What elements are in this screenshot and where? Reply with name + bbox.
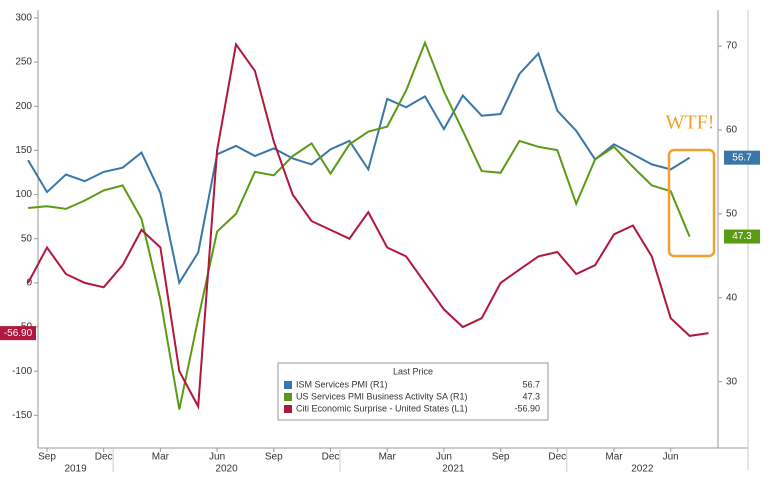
- y-tick-label: 300: [15, 13, 32, 24]
- x-tick-label: Dec: [548, 452, 566, 463]
- y-tick-label: 250: [15, 57, 32, 68]
- legend-swatch: [284, 405, 292, 413]
- y-tick-label: -150: [12, 410, 32, 421]
- y-tick-label: 50: [21, 233, 33, 244]
- series-line: [27, 41, 709, 411]
- y2-tick-label: 60: [726, 125, 738, 136]
- annotation-box: [667, 148, 716, 258]
- y-tick-label: 100: [15, 189, 32, 200]
- x-tick-label: Mar: [605, 452, 623, 463]
- year-label: 2020: [215, 464, 238, 475]
- last-value-label: 56.7: [732, 152, 752, 163]
- x-tick-label: Sep: [265, 452, 283, 463]
- y2-tick-label: 40: [726, 292, 738, 303]
- x-tick-label: Dec: [95, 452, 113, 463]
- x-tick-label: Jun: [436, 452, 452, 463]
- legend-value: 56.7: [522, 379, 540, 389]
- last-value-tag: [724, 229, 760, 244]
- y-tick-label: -100: [12, 366, 32, 377]
- y2-tick-label: 50: [726, 209, 738, 220]
- x-tick-label: Sep: [492, 452, 510, 463]
- y-tick-label: 0: [26, 278, 32, 289]
- legend-swatch: [284, 393, 292, 401]
- year-label: 2021: [442, 464, 465, 475]
- last-value-label: -56.90: [4, 328, 33, 339]
- legend-value: -56.90: [514, 403, 540, 413]
- annotation: WTF!: [666, 112, 715, 134]
- last-value-label: 47.3: [732, 231, 752, 242]
- last-value-tag: [724, 150, 760, 165]
- y2-tick-label: 70: [726, 41, 738, 52]
- year-label: 2022: [631, 464, 654, 475]
- series-line: [28, 39, 691, 410]
- legend-box: [277, 362, 549, 421]
- series-line: [27, 51, 691, 286]
- legend-swatch: [284, 381, 292, 389]
- legend-title: Last Price: [393, 366, 433, 376]
- x-tick-label: Dec: [322, 452, 340, 463]
- y-tick-label: 150: [15, 145, 32, 156]
- legend-name: Citi Economic Surprise - United States (…: [296, 403, 468, 413]
- y2-tick-label: 30: [726, 376, 738, 387]
- legend-name: US Services PMI Business Activity SA (R1…: [296, 391, 468, 401]
- x-tick-label: Mar: [379, 452, 397, 463]
- year-label: 2019: [64, 464, 87, 475]
- y-tick-label: 200: [15, 101, 32, 112]
- x-tick-label: Sep: [38, 452, 56, 463]
- legend-name: ISM Services PMI (R1): [296, 379, 388, 389]
- x-tick-label: Mar: [152, 452, 170, 463]
- legend-value: 47.3: [522, 391, 540, 401]
- last-value-tag: [0, 326, 36, 341]
- x-tick-label: Jun: [663, 452, 679, 463]
- x-tick-label: Jun: [209, 452, 225, 463]
